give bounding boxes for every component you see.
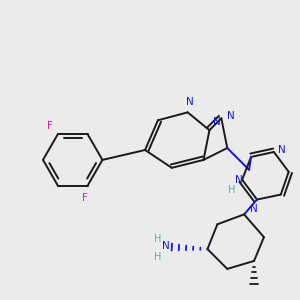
Text: N: N (235, 175, 243, 185)
Text: N: N (278, 145, 286, 155)
Text: N: N (227, 111, 235, 121)
Text: F: F (82, 193, 88, 202)
Text: N: N (186, 98, 194, 107)
Text: N: N (162, 241, 170, 251)
Text: H: H (154, 252, 162, 262)
Text: H: H (228, 184, 235, 195)
Text: H: H (154, 234, 162, 244)
Text: N: N (250, 204, 258, 214)
Text: F: F (47, 121, 53, 131)
Text: N: N (214, 117, 221, 127)
